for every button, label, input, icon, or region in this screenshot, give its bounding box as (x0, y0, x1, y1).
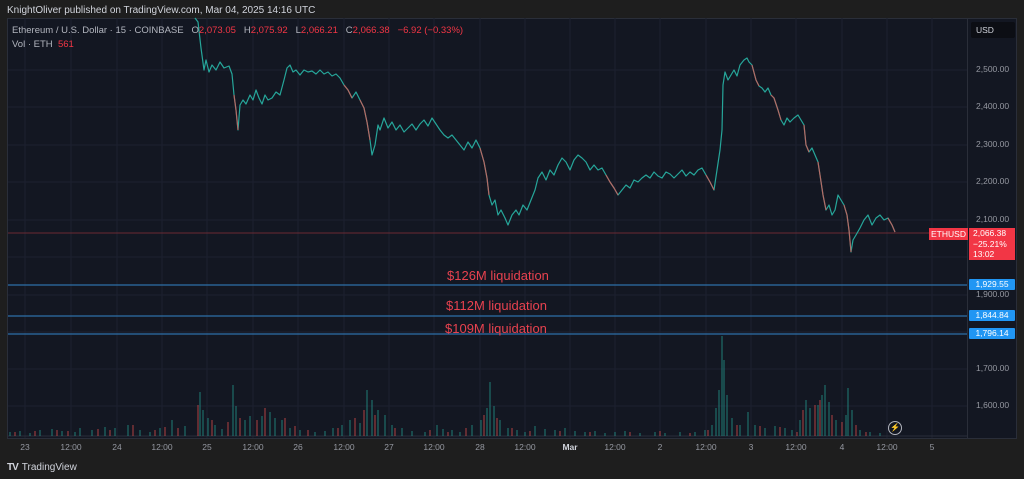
current-change-pct: −25.21% (973, 238, 1007, 249)
level-price-label: 1,929.55 (969, 279, 1015, 290)
volume-label[interactable]: Vol · ETH (12, 39, 53, 50)
volume-value: 561 (57, 39, 74, 50)
close-value: 2,066.38 (352, 25, 390, 36)
time-tick: 27 (384, 442, 394, 452)
low-value: 2,066.21 (300, 25, 338, 36)
liquidation-annotation[interactable]: $112M liquidation (446, 298, 547, 313)
level-price-label: 1,796.14 (969, 328, 1015, 339)
time-tick: 12:00 (604, 442, 626, 452)
current-price: 2,066.38 (973, 228, 1007, 238)
tradingview-logo-icon: TV (7, 462, 19, 473)
legend-ohlc-row: Ethereum / U.S. Dollar · 15 · COINBASE O… (12, 24, 463, 38)
time-tick: 12:00 (242, 442, 264, 452)
high-value: 2,075.92 (250, 25, 288, 36)
time-tick: 26 (293, 442, 303, 452)
open-label: O (191, 25, 199, 36)
volume-bars (9, 336, 881, 436)
publisher-line: KnightOliver published on TradingView.co… (7, 5, 316, 16)
price-candles-down (233, 64, 896, 253)
bar-countdown: 13:02 (973, 249, 995, 259)
currency-button[interactable]: USD (971, 22, 1015, 38)
time-tick: 25 (202, 442, 212, 452)
price-tick: 1,600.00 (976, 400, 1010, 410)
price-tick: 2,300.00 (976, 139, 1010, 149)
time-tick: 12:00 (333, 442, 355, 452)
time-tick: 12:00 (151, 442, 173, 452)
brand-name: TradingView (21, 462, 77, 473)
lightning-icon[interactable]: ⚡ (888, 421, 902, 435)
level-price-label: 1,844.84 (969, 310, 1015, 321)
time-tick: 12:00 (785, 442, 807, 452)
time-tick: 23 (20, 442, 30, 452)
time-tick: 12:00 (60, 442, 82, 452)
time-tick: 12:00 (695, 442, 717, 452)
time-tick: 12:00 (876, 442, 898, 452)
legend-volume-row: Vol · ETH 561 (12, 38, 463, 52)
time-tick: 12:00 (423, 442, 445, 452)
time-tick: 2 (657, 442, 663, 452)
price-tick: 2,500.00 (976, 64, 1010, 74)
liquidation-annotation[interactable]: $109M liquidation (445, 321, 547, 336)
high-label: H (243, 25, 251, 36)
time-tick: 4 (839, 442, 845, 452)
time-tick: 24 (112, 442, 122, 452)
time-tick: 28 (475, 442, 485, 452)
price-tick: 2,100.00 (976, 214, 1010, 224)
price-tick: 2,200.00 (976, 176, 1010, 186)
close-label: C (345, 25, 353, 36)
tradingview-brand[interactable]: TV TradingView (7, 462, 77, 473)
time-tick: 5 (929, 442, 935, 452)
price-tick: 2,400.00 (976, 101, 1010, 111)
time-tick: 12:00 (514, 442, 536, 452)
time-tick-month: Mar (562, 442, 578, 452)
price-tick: 1,900.00 (976, 289, 1010, 299)
change-value: −6.92 (−0.33%) (397, 25, 464, 36)
low-label: L (295, 25, 301, 36)
price-candles (194, 17, 896, 253)
price-tick: 1,700.00 (976, 363, 1010, 373)
chart-legend: Ethereum / U.S. Dollar · 15 · COINBASE O… (12, 24, 463, 52)
current-price-label: 2,066.38 −25.21% 13:02 (969, 228, 1015, 260)
liquidation-annotation[interactable]: $126M liquidation (447, 268, 549, 283)
symbol-price-tag: ETHUSD (929, 228, 968, 240)
open-value: 2,073.05 (198, 25, 236, 36)
symbol-description[interactable]: Ethereum / U.S. Dollar · 15 · COINBASE (12, 25, 184, 36)
time-tick: 3 (748, 442, 754, 452)
grid-lines (8, 18, 967, 438)
